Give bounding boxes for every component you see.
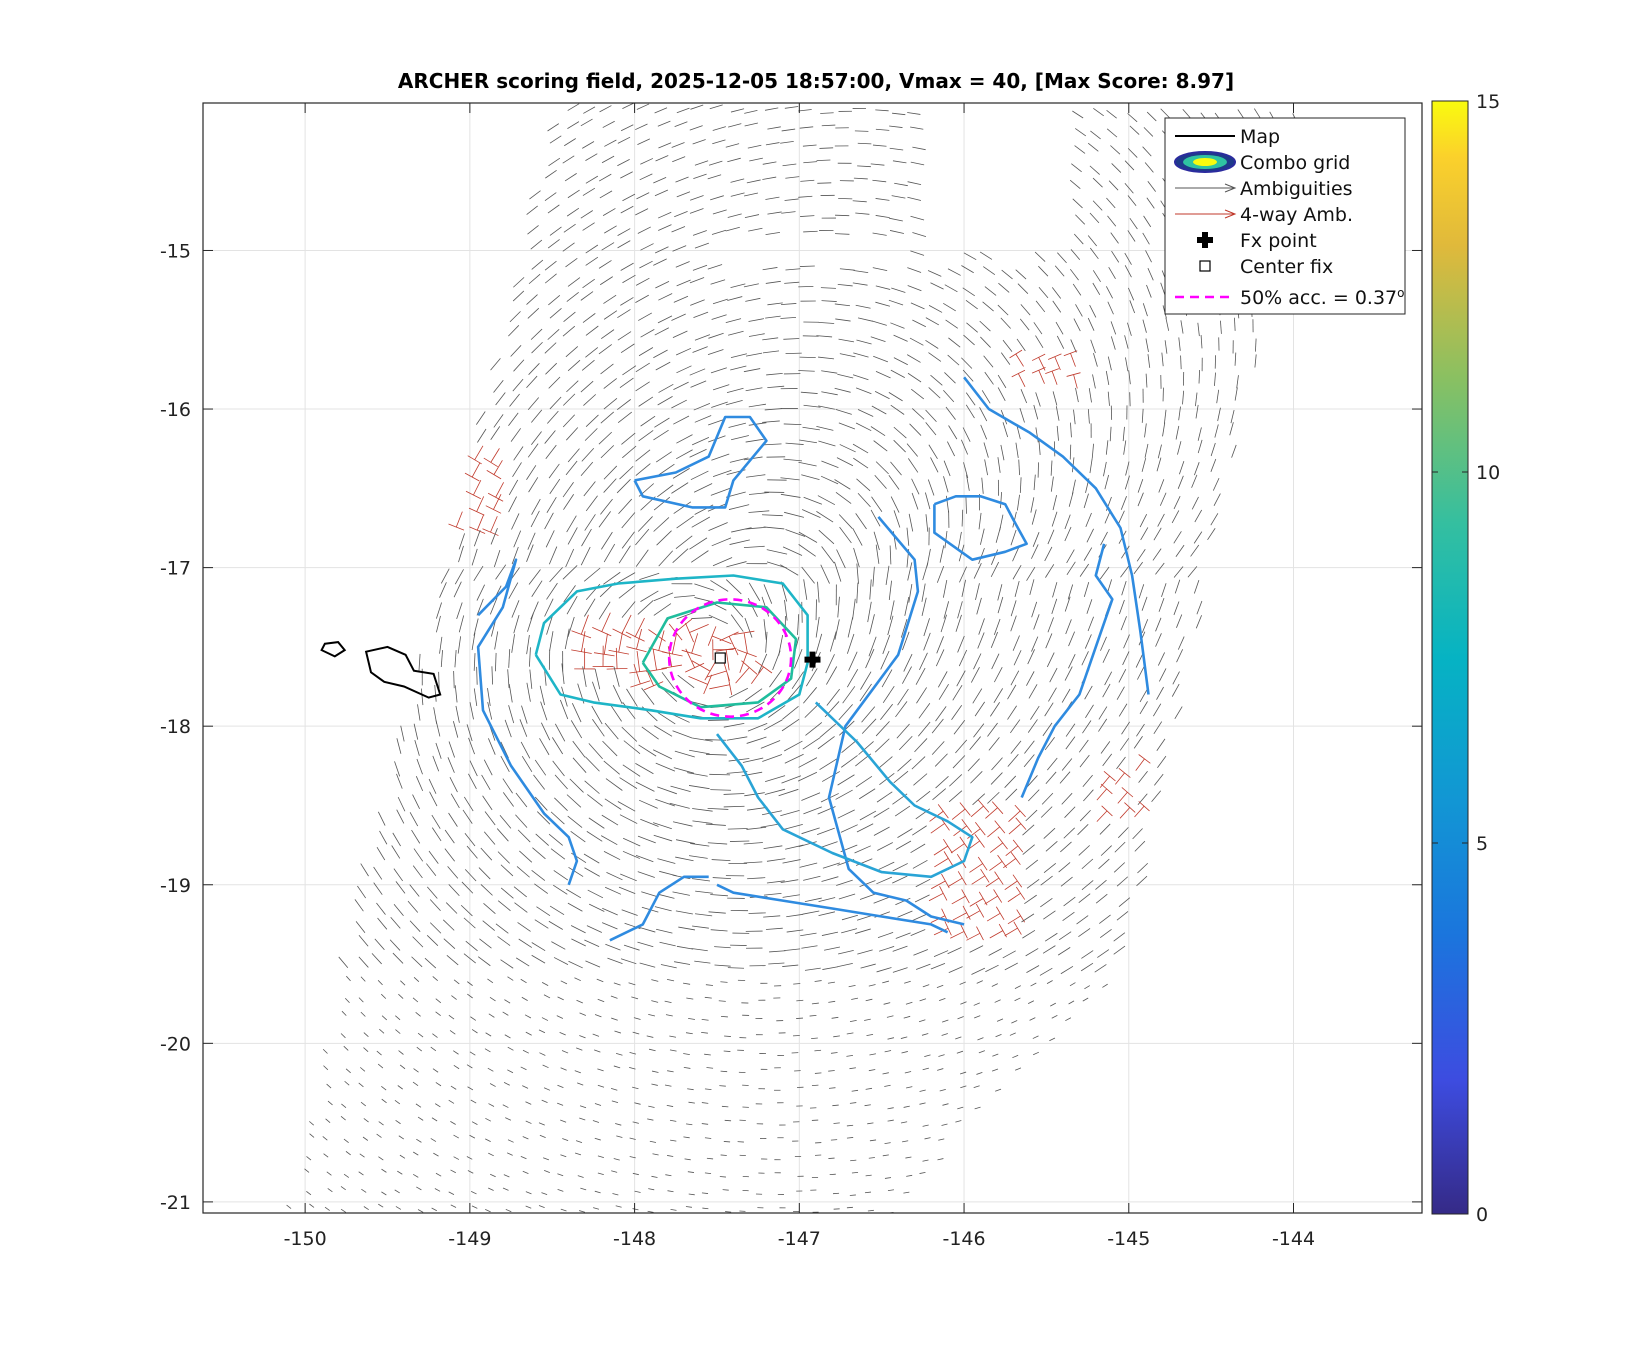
ambiguity-vector [796,1018,803,1019]
ambiguity-vector [1070,445,1071,460]
colorbar-tick-label: 10 [1476,462,1500,484]
chart-title: ARCHER scoring field, 2025-12-05 18:57:0… [398,69,1234,93]
ambiguity-vector [815,1073,822,1074]
legend-label: 4-way Amb. [1240,204,1353,226]
colorbar-tick-label: 0 [1476,1204,1488,1226]
x-tick-label: -146 [942,1228,985,1250]
colorbar-gradient [1432,101,1468,1214]
legend-label: Combo grid [1240,152,1350,174]
legend-label: Fx point [1240,230,1317,252]
y-tick-label: -20 [160,1033,191,1055]
x-tick-label: -149 [448,1228,491,1250]
center-fix-marker [715,653,725,663]
ambiguity-vector [730,841,749,842]
ambiguity-vector [724,1141,730,1142]
legend-label: Map [1240,126,1280,148]
x-tick-label: -147 [778,1228,821,1250]
y-tick-label: -16 [160,399,191,421]
x-tick-label: -150 [284,1228,327,1250]
ambiguity-vector [831,1140,837,1141]
ambiguity-vector [709,774,730,775]
ambiguity-vector [725,1212,731,1213]
ambiguity-vector [724,1036,731,1037]
ambiguity-vector [850,1195,856,1196]
y-tick-label: -15 [160,240,191,262]
ambiguity-vector [477,667,478,685]
legend-combo-symbol-core [1193,158,1217,166]
ambiguity-vector [708,720,729,721]
y-tick-label: -21 [160,1192,191,1214]
legend-label: 50% acc. = 0.37o [1240,286,1405,309]
colorbar-tick-label: 5 [1476,833,1488,855]
legend-superscript: o [1397,286,1404,300]
y-tick-label: -19 [160,875,191,897]
y-tick-label: -17 [160,558,191,580]
ambiguity-vector [720,1176,726,1177]
ambiguity-vector [721,1155,727,1156]
ambiguity-vector [800,266,815,267]
ambiguity-vector [721,1071,728,1072]
ambiguity-vector [723,1190,729,1191]
x-tick-label: -144 [1272,1228,1315,1250]
ambiguity-vector [722,1106,728,1107]
x-tick-label: -145 [1107,1228,1150,1250]
y-tick-label: -18 [160,716,191,738]
legend-item-combo: Combo grid [1175,152,1350,174]
ambiguity-vector [728,829,748,830]
legend-label: Ambiguities [1240,178,1353,200]
ambiguity-vector [800,357,816,358]
legend-label: Center fix [1240,256,1333,278]
legend-center-symbol [1200,261,1210,271]
colorbar-tick-label: 15 [1476,91,1500,113]
ambiguity-vector [721,1016,728,1017]
x-tick-label: -148 [613,1228,656,1250]
ambiguity-vector [725,1120,731,1121]
legend: Map Combo grid Ambiguities 4-way Amb. Fx poi… [1165,118,1405,314]
ambiguity-vector [724,1051,731,1052]
